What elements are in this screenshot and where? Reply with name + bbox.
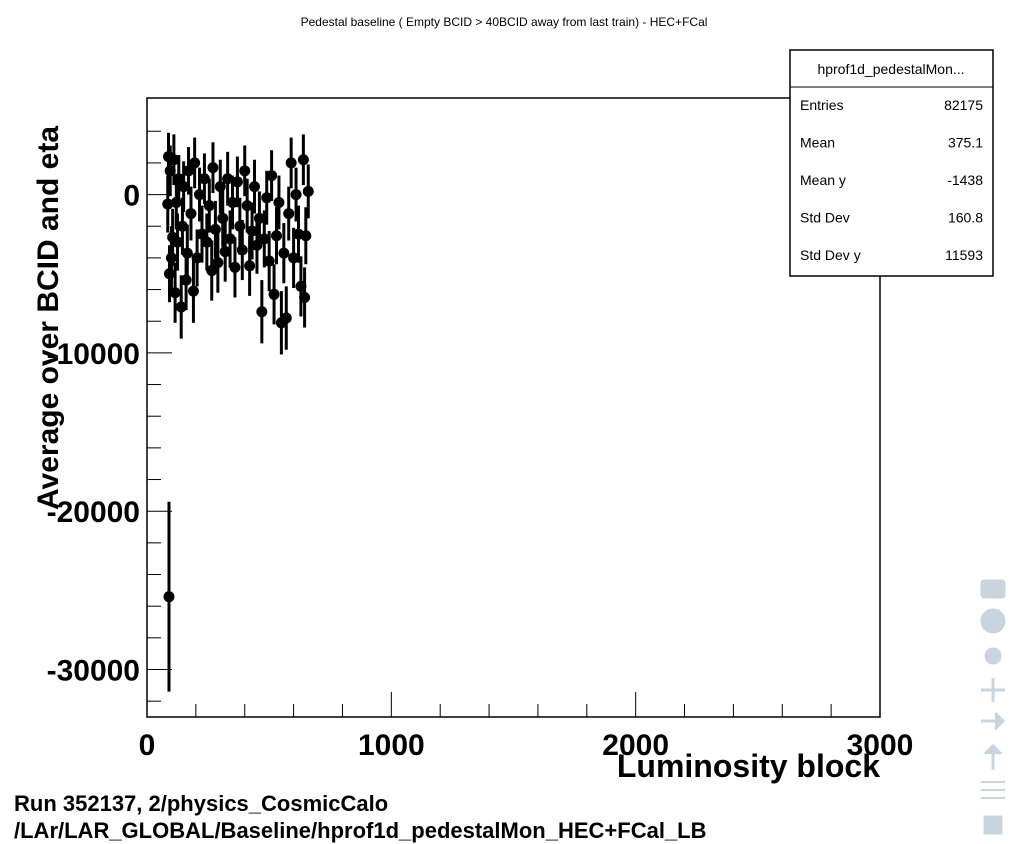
data-point xyxy=(268,288,280,300)
data-point xyxy=(224,233,236,245)
data-point xyxy=(209,223,221,235)
data-point xyxy=(253,212,265,224)
y-tick-label: -20000 xyxy=(47,496,140,529)
data-point xyxy=(163,591,175,603)
stat-value: 11593 xyxy=(945,247,983,263)
data-point xyxy=(231,176,243,188)
data-point xyxy=(176,220,188,232)
data-point xyxy=(178,181,190,193)
data-point xyxy=(290,189,302,201)
data-point xyxy=(194,189,206,201)
data-point xyxy=(285,157,297,169)
stat-label: Std Dev xyxy=(800,210,850,226)
y-tick-label: 0 xyxy=(123,180,140,213)
data-point xyxy=(162,198,174,210)
stat-value: 160.8 xyxy=(948,210,983,226)
data-point xyxy=(185,208,197,220)
arrow-icon[interactable] xyxy=(981,711,1006,731)
data-point xyxy=(169,287,181,299)
data-point xyxy=(299,291,311,303)
data-point xyxy=(222,173,234,185)
x-tick-label: 1000 xyxy=(358,729,425,762)
plot-frame xyxy=(146,97,881,718)
data-point xyxy=(270,230,282,242)
data-point xyxy=(214,181,226,193)
data-point xyxy=(183,165,195,177)
data-point xyxy=(300,230,312,242)
toolbar[interactable] xyxy=(980,579,1006,835)
footer-line: /LAr/LAR_GLOBAL/Baseline/hprof1d_pedesta… xyxy=(14,818,707,843)
data-point xyxy=(261,192,273,204)
data-point xyxy=(266,170,278,182)
stat-label: Mean y xyxy=(800,172,846,188)
data-point xyxy=(273,196,285,208)
data-point xyxy=(244,260,256,272)
data-point xyxy=(196,228,208,240)
data-point xyxy=(198,173,210,185)
data-point xyxy=(181,247,193,259)
lines-icon[interactable] xyxy=(981,781,1005,799)
square-icon[interactable] xyxy=(983,815,1003,835)
stat-label: Mean xyxy=(800,135,835,151)
data-point xyxy=(212,257,224,269)
data-point xyxy=(217,212,229,224)
up-icon[interactable] xyxy=(983,743,1003,770)
x-tick-label: 0 xyxy=(139,729,156,762)
data-point xyxy=(201,236,213,248)
data-point xyxy=(189,157,201,169)
stat-value: 82175 xyxy=(944,97,983,113)
stat-value: -1438 xyxy=(947,172,983,188)
chart-title: Pedestal baseline ( Empty BCID > 40BCID … xyxy=(301,15,708,29)
data-point xyxy=(283,208,295,220)
y-axis-title: Average over BCID and eta xyxy=(32,126,65,510)
stat-label: Std Dev y xyxy=(800,247,861,263)
x-axis-title: Luminosity block xyxy=(617,748,880,784)
stats-frame xyxy=(789,49,994,277)
data-point xyxy=(175,301,187,313)
footer-line: Run 352137, 2/physics_CosmicCalo xyxy=(14,791,388,816)
data-point xyxy=(172,236,184,248)
data-point xyxy=(246,225,258,237)
data-point xyxy=(187,285,199,297)
data-point xyxy=(207,162,219,174)
data-point xyxy=(263,255,275,267)
data-point xyxy=(297,154,309,166)
data-point xyxy=(168,154,180,166)
data-point xyxy=(219,246,231,258)
data-point xyxy=(173,173,185,185)
data-point xyxy=(206,265,218,277)
stats-title: hprof1d_pedestalMon... xyxy=(817,61,964,77)
data-point xyxy=(249,181,261,193)
camera-icon[interactable] xyxy=(980,579,1006,599)
data-point xyxy=(280,312,292,324)
y-tick-label: -10000 xyxy=(47,338,140,371)
data-point xyxy=(278,247,290,259)
y-tick-label: -30000 xyxy=(47,655,140,688)
data-point xyxy=(239,165,251,177)
data-point xyxy=(302,185,314,197)
stat-label: Entries xyxy=(800,97,844,113)
data-point xyxy=(191,252,203,264)
data-point xyxy=(236,244,248,256)
x-tick-label: 3000 xyxy=(847,729,914,762)
data-point xyxy=(227,196,239,208)
data-point xyxy=(163,268,175,280)
data-point xyxy=(229,261,241,273)
stat-value: 375.1 xyxy=(948,135,983,151)
data-point xyxy=(258,233,270,245)
pan-icon[interactable] xyxy=(981,678,1005,702)
x-tick-label: 2000 xyxy=(602,729,669,762)
data-point xyxy=(241,200,253,212)
data-point xyxy=(203,200,215,212)
reset-icon[interactable] xyxy=(984,647,1002,665)
data-point xyxy=(288,252,300,264)
help-icon[interactable] xyxy=(980,608,1006,634)
stats-box: hprof1d_pedestalMon... Entries 82175 Mean 3… xyxy=(789,49,994,277)
data-point xyxy=(256,306,268,318)
